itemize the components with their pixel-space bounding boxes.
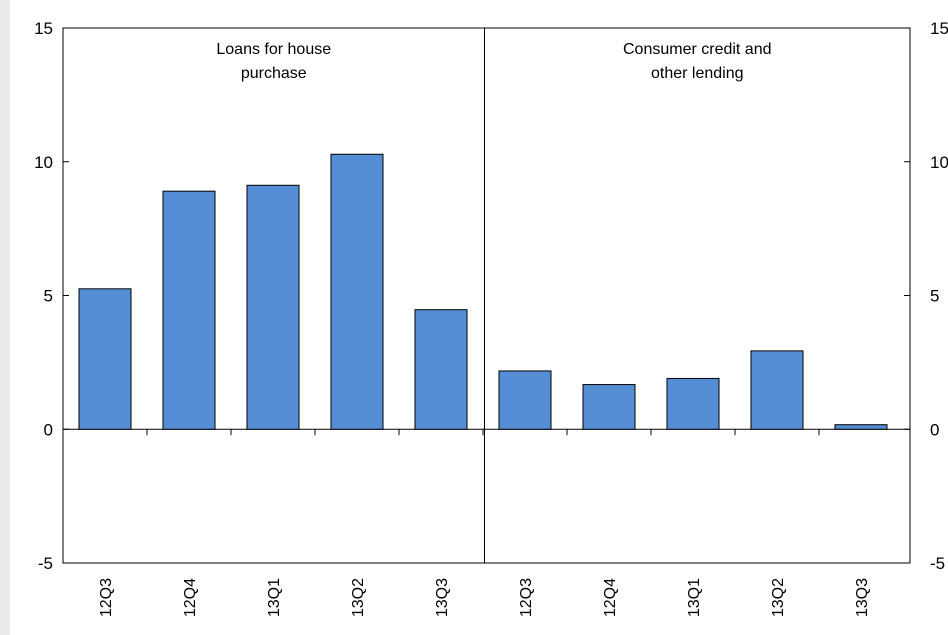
- labels-layer: 15 15 10 10 5 5 0 0 -5 -5 12Q3 12Q4 13Q1 13Q2 13Q3 12Q3…: [34, 19, 948, 617]
- y-tick-label-right: 15: [930, 19, 948, 38]
- category-label: 13Q1: [266, 578, 283, 617]
- y-tick-label-left: 15: [34, 19, 53, 38]
- y-tick-label-right: 0: [930, 420, 939, 439]
- bar-12q3-5: [498, 370, 552, 430]
- y-tick-label-right: -5: [930, 554, 945, 573]
- panel-title-1-line-1: Loans for house: [216, 41, 331, 58]
- category-label: 12Q4: [602, 578, 619, 617]
- y-tick-label-left: 10: [34, 153, 53, 172]
- bar-12q4-1: [162, 190, 216, 430]
- category-label: 13Q3: [434, 578, 451, 617]
- category-label: 12Q3: [518, 578, 535, 617]
- bar-13q3-9: [834, 424, 888, 430]
- category-label: 13Q3: [854, 578, 871, 617]
- category-label: 13Q2: [770, 578, 787, 617]
- y-tick-label-left: 0: [44, 420, 53, 439]
- panel-title-2-line-1: Consumer credit and: [623, 41, 772, 58]
- bar-13q3-4: [414, 309, 468, 430]
- y-tick-label-left: -5: [38, 554, 53, 573]
- y-tick-label-right: 10: [930, 153, 948, 172]
- y-tick-label-left: 5: [44, 287, 53, 306]
- bars-layer: [78, 153, 888, 430]
- bar-12q4-6: [582, 384, 636, 430]
- category-label: 13Q2: [350, 578, 367, 617]
- bar-13q1-2: [246, 184, 300, 430]
- left-edge-strip: [0, 0, 10, 635]
- bar-13q1-7: [666, 377, 720, 430]
- bar-13q2-3: [330, 153, 384, 430]
- panel-title-2-line-2: other lending: [651, 65, 744, 82]
- category-label: 12Q4: [182, 578, 199, 617]
- category-label: 13Q1: [686, 578, 703, 617]
- y-tick-label-right: 5: [930, 287, 939, 306]
- category-label: 12Q3: [98, 578, 115, 617]
- panel-title-1-line-2: purchase: [241, 65, 307, 82]
- bar-13q2-8: [750, 350, 804, 430]
- bar-12q3-0: [78, 288, 132, 430]
